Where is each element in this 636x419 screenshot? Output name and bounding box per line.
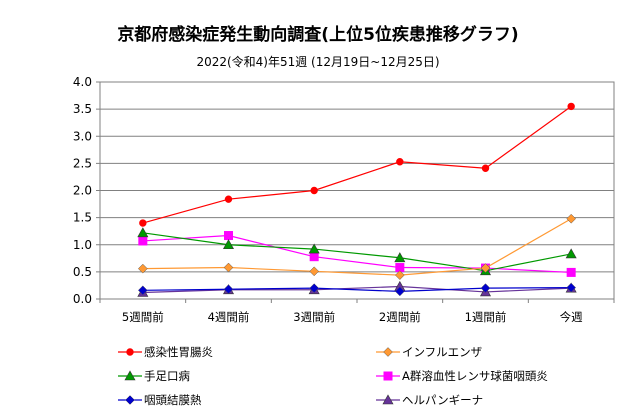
series-3-line	[142, 232, 572, 272]
series-2-point	[223, 262, 234, 273]
series-6-line	[142, 285, 572, 294]
y-tick-label: 1.5	[73, 211, 92, 225]
x-tick-label: 1週間前	[465, 310, 507, 324]
legend-swatch	[118, 348, 142, 356]
series-5-point	[566, 282, 577, 293]
series-5-point	[309, 283, 320, 294]
series-5-point	[480, 283, 491, 294]
chart-title: 京都府感染症発生動向調査(上位5位疾患推移グラフ)	[117, 25, 519, 45]
series-4-point	[138, 236, 148, 246]
series-2-point	[309, 266, 320, 277]
series-1-point	[567, 102, 575, 111]
y-tick-label: 1.0	[73, 238, 92, 252]
series-3-point	[137, 227, 149, 238]
series-3-point	[394, 252, 406, 263]
chart-subtitle: 2022(令和4)年51週 (12月19日~12月25日)	[196, 55, 440, 69]
legend-marker	[382, 394, 394, 405]
legend-swatch	[376, 347, 400, 357]
series-4-line	[142, 234, 572, 274]
series-2	[137, 213, 577, 280]
y-tick-label: 0.5	[73, 265, 92, 279]
y-tick-label: 2.0	[73, 184, 92, 198]
series-3-point	[308, 243, 320, 254]
legend-label: 手足口病	[144, 369, 190, 383]
y-tick-label: 3.5	[73, 102, 92, 116]
y-tick-label: 3.0	[73, 129, 92, 143]
series-4-point	[566, 267, 576, 277]
series-5-point	[223, 284, 234, 295]
legend-marker	[126, 348, 134, 356]
series-1-point	[481, 164, 490, 172]
x-tick-label: 3週間前	[293, 310, 335, 324]
series-2-point	[566, 213, 577, 224]
x-tick-label: 今週	[560, 310, 583, 324]
legend-swatch	[118, 395, 142, 405]
series-5-line	[142, 287, 572, 293]
series-3-point	[222, 239, 235, 250]
series-1-point	[310, 186, 318, 195]
legend-swatch	[118, 370, 142, 381]
legend-marker	[125, 395, 135, 405]
series-5-point	[394, 286, 405, 297]
axis-layer: 0.0 0.5 1.0 1.5 2.0 2.5 3.0 3.5 4.0 5週間前 4週間前 3週間前 2…	[73, 75, 615, 324]
line-chart: 0.0 0.5 1.0 1.5 2.0 2.5 3.0 3.5 4.0 5週間前 4週間前 3週間前 2…	[73, 75, 615, 324]
x-tick-label: 4週間前	[208, 310, 250, 324]
legend-swatch	[376, 394, 400, 405]
y-tick-label: 2.5	[73, 156, 92, 170]
series-4-point	[224, 231, 233, 241]
series-1-point	[224, 195, 233, 203]
series-3-point	[565, 248, 577, 259]
legend: 感染性胃腸炎 インフルエンザ手足口病 A群溶血性レンサ球菌咽頭炎咽頭結膜熱 ヘルパンギ…	[118, 343, 618, 413]
series-2-point	[394, 270, 405, 280]
series-5	[137, 282, 577, 297]
y-tick-label: 0.0	[73, 292, 92, 306]
series-5-point	[137, 285, 148, 296]
legend-label: 咽頭結膜熱	[144, 393, 202, 407]
legend-label: インフルエンザ	[402, 345, 483, 359]
y-tick-label: 4.0	[73, 75, 92, 89]
legend-label: ヘルパンギーナ	[402, 393, 484, 407]
legend-label: 感染性胃腸炎	[144, 345, 213, 359]
legend-label: A群溶血性レンサ球菌咽頭炎	[402, 369, 548, 383]
legend-swatch	[376, 371, 400, 381]
legend-marker	[383, 371, 393, 381]
legend-marker	[383, 347, 393, 357]
series-1-point	[139, 219, 147, 227]
series-1-line	[142, 105, 572, 224]
series-1	[139, 102, 575, 227]
series-2-point	[480, 263, 491, 273]
series-2-point	[137, 263, 148, 274]
legend-marker	[124, 370, 136, 381]
series-1-point	[396, 158, 404, 166]
grid-layer	[99, 81, 615, 300]
series-2-line	[142, 218, 572, 276]
x-tick-label: 5週間前	[122, 310, 164, 324]
x-tick-label: 2週間前	[379, 310, 421, 324]
series-layer	[137, 102, 577, 297]
series-4-point	[309, 252, 319, 262]
